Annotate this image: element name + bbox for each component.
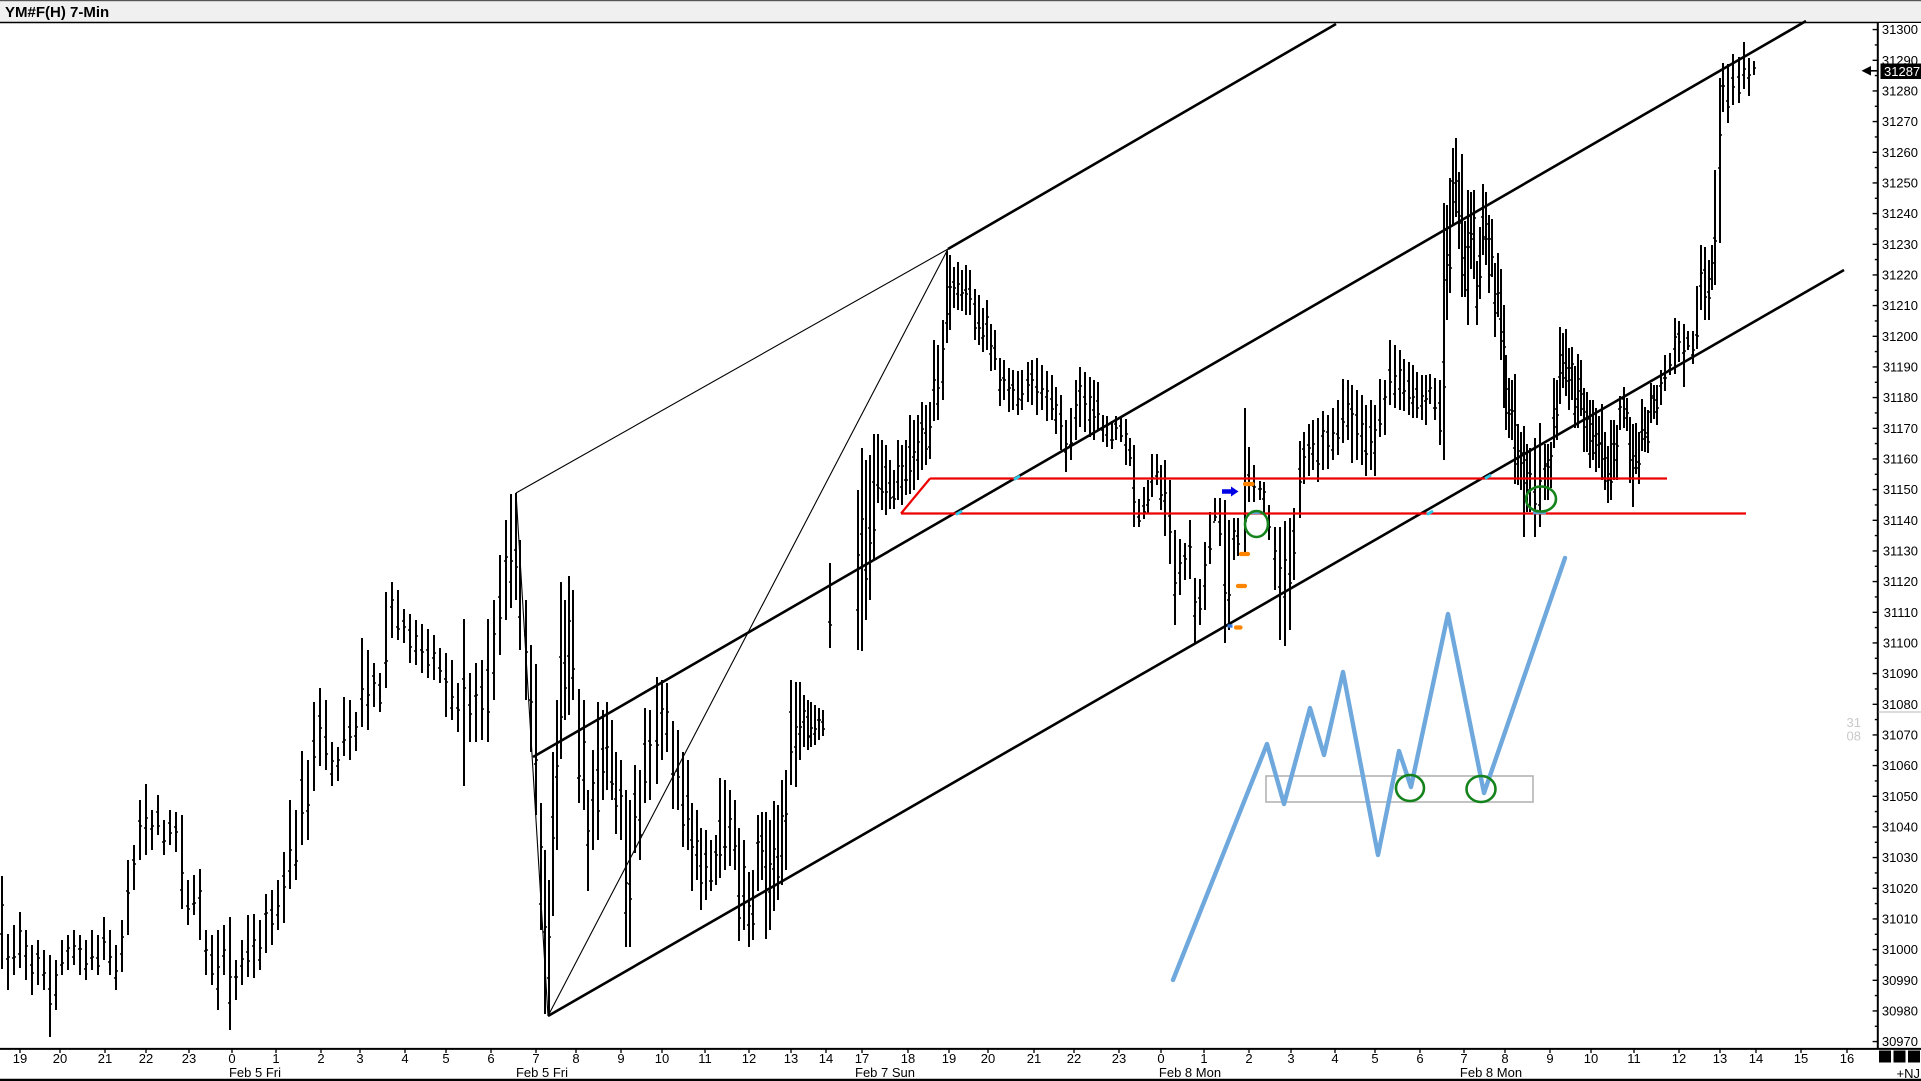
svg-text:23: 23 [182,1051,196,1066]
svg-text:9: 9 [617,1051,624,1066]
svg-text:31130: 31130 [1883,543,1918,558]
svg-text:31120: 31120 [1883,574,1918,589]
svg-text:11: 11 [698,1051,712,1066]
svg-text:31010: 31010 [1882,911,1918,926]
svg-text:15: 15 [1794,1051,1808,1066]
svg-text:9: 9 [1546,1051,1553,1066]
svg-text:12: 12 [742,1051,756,1066]
svg-text:31190: 31190 [1883,359,1918,374]
svg-text:23: 23 [1112,1051,1126,1066]
svg-text:19: 19 [942,1051,956,1066]
svg-text:1: 1 [1200,1051,1207,1066]
svg-text:7: 7 [1460,1051,1467,1066]
svg-text:+NJ: +NJ [1897,1066,1920,1081]
svg-text:14: 14 [1749,1051,1763,1066]
svg-text:20: 20 [53,1051,67,1066]
svg-text:22: 22 [139,1051,153,1066]
svg-text:31260: 31260 [1882,145,1918,160]
svg-text:10: 10 [1584,1051,1598,1066]
svg-text:21: 21 [98,1051,112,1066]
svg-text:30970: 30970 [1882,1034,1918,1049]
svg-text:2: 2 [1245,1051,1252,1066]
svg-text:31287: 31287 [1884,64,1920,79]
svg-text:16: 16 [1840,1051,1854,1066]
svg-text:31240: 31240 [1882,206,1918,221]
svg-text:31140: 31140 [1883,513,1918,528]
svg-text:4: 4 [401,1051,408,1066]
svg-text:0: 0 [1157,1051,1164,1066]
svg-text:Feb 8 Mon: Feb 8 Mon [1159,1065,1221,1080]
svg-text:YM#F(H) 7-Min: YM#F(H) 7-Min [5,4,109,21]
svg-text:31080: 31080 [1882,697,1918,712]
svg-text:10: 10 [655,1051,669,1066]
svg-text:13: 13 [1713,1051,1727,1066]
svg-text:31: 31 [1847,715,1861,730]
svg-text:30980: 30980 [1882,1003,1918,1018]
svg-text:4: 4 [1331,1051,1338,1066]
svg-text:19: 19 [13,1051,27,1066]
svg-text:8: 8 [572,1051,579,1066]
svg-text:6: 6 [487,1051,494,1066]
svg-text:31020: 31020 [1882,881,1918,896]
svg-text:17: 17 [855,1051,869,1066]
svg-text:31160: 31160 [1883,451,1918,466]
svg-text:30990: 30990 [1882,973,1918,988]
svg-text:21: 21 [1027,1051,1041,1066]
svg-text:31180: 31180 [1883,390,1918,405]
svg-text:22: 22 [1067,1051,1081,1066]
svg-text:31050: 31050 [1882,789,1918,804]
svg-text:Feb 8 Mon: Feb 8 Mon [1460,1065,1522,1080]
svg-text:31000: 31000 [1882,942,1918,957]
svg-text:31280: 31280 [1882,83,1918,98]
svg-text:20: 20 [981,1051,995,1066]
svg-text:31200: 31200 [1882,329,1918,344]
svg-text:31090: 31090 [1882,666,1918,681]
svg-text:Feb 5 Fri: Feb 5 Fri [516,1065,568,1080]
svg-text:31170: 31170 [1883,421,1918,436]
svg-text:31070: 31070 [1882,727,1918,742]
svg-text:5: 5 [442,1051,449,1066]
svg-text:31110: 31110 [1884,605,1918,620]
svg-text:31250: 31250 [1882,175,1918,190]
svg-text:12: 12 [1672,1051,1686,1066]
svg-text:08: 08 [1847,729,1861,744]
svg-text:18: 18 [901,1051,915,1066]
svg-text:31300: 31300 [1882,22,1918,37]
svg-text:31270: 31270 [1882,114,1918,129]
svg-text:0: 0 [228,1051,235,1066]
svg-text:31210: 31210 [1882,298,1918,313]
svg-text:31100: 31100 [1883,635,1918,650]
svg-text:6: 6 [1416,1051,1423,1066]
svg-text:5: 5 [1371,1051,1378,1066]
svg-text:8: 8 [1501,1051,1508,1066]
svg-text:1: 1 [272,1051,279,1066]
svg-text:31060: 31060 [1882,758,1918,773]
svg-text:31030: 31030 [1882,850,1918,865]
svg-text:Feb 5 Fri: Feb 5 Fri [229,1065,281,1080]
svg-text:11: 11 [1627,1051,1641,1066]
svg-text:Feb 7 Sun: Feb 7 Sun [855,1065,915,1080]
svg-text:13: 13 [784,1051,798,1066]
svg-text:31230: 31230 [1882,237,1918,252]
svg-text:14: 14 [819,1051,833,1066]
svg-text:7: 7 [532,1051,539,1066]
svg-text:3: 3 [356,1051,363,1066]
svg-text:31220: 31220 [1882,267,1918,282]
svg-text:31040: 31040 [1882,819,1918,834]
svg-text:2: 2 [317,1051,324,1066]
svg-text:3: 3 [1287,1051,1294,1066]
svg-text:31150: 31150 [1883,482,1918,497]
